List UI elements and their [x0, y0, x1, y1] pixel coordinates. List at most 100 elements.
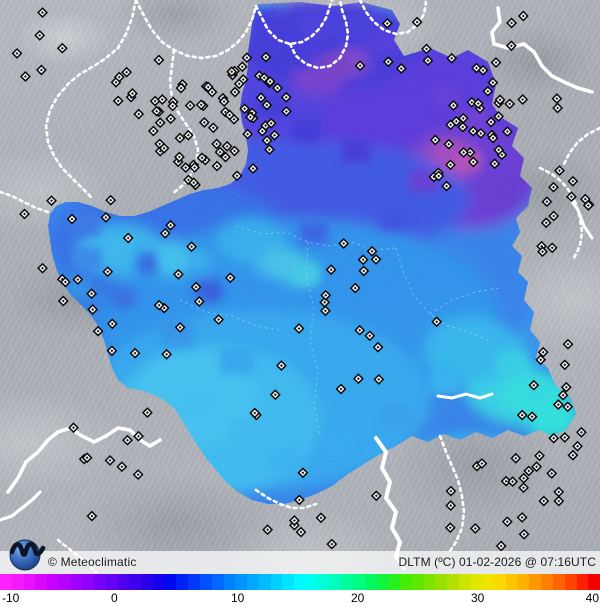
weather-station-marker[interactable]	[57, 295, 69, 307]
weather-station-marker[interactable]	[37, 262, 48, 274]
station-markers[interactable]	[11, 7, 595, 552]
weather-station-marker[interactable]	[501, 126, 513, 138]
weather-station-marker[interactable]	[195, 99, 207, 111]
weather-station-marker[interactable]	[113, 71, 125, 83]
weather-station-marker[interactable]	[352, 373, 364, 385]
weather-station-marker[interactable]	[489, 158, 501, 170]
weather-station-marker[interactable]	[540, 217, 552, 229]
weather-station-marker[interactable]	[469, 522, 481, 534]
weather-station-marker[interactable]	[546, 242, 558, 254]
weather-station-marker[interactable]	[421, 43, 432, 55]
weather-station-marker[interactable]	[575, 426, 587, 438]
weather-station-marker[interactable]	[153, 54, 165, 66]
weather-station-marker[interactable]	[141, 407, 153, 419]
weather-station-marker[interactable]	[154, 117, 166, 129]
weather-station-marker[interactable]	[338, 238, 350, 249]
weather-station-marker[interactable]	[188, 177, 200, 189]
weather-station-marker[interactable]	[132, 469, 144, 481]
weather-station-marker[interactable]	[151, 105, 163, 117]
weather-station-marker[interactable]	[320, 289, 332, 301]
weather-station-marker[interactable]	[517, 10, 529, 22]
weather-station-marker[interactable]	[211, 138, 223, 150]
weather-station-marker[interactable]	[224, 272, 236, 284]
weather-station-marker[interactable]	[226, 66, 238, 78]
weather-station-marker[interactable]	[319, 305, 331, 317]
weather-station-marker[interactable]	[464, 146, 476, 158]
weather-station-marker[interactable]	[381, 17, 393, 29]
weather-station-marker[interactable]	[280, 105, 292, 117]
weather-station-marker[interactable]	[528, 379, 540, 391]
weather-station-marker[interactable]	[158, 142, 170, 154]
weather-station-marker[interactable]	[56, 42, 68, 54]
weather-station-marker[interactable]	[184, 100, 196, 112]
weather-station-marker[interactable]	[261, 135, 273, 146]
weather-station-marker[interactable]	[121, 66, 133, 78]
weather-station-marker[interactable]	[34, 29, 46, 41]
weather-station-marker[interactable]	[364, 330, 376, 342]
weather-station-marker[interactable]	[319, 296, 331, 308]
weather-station-marker[interactable]	[293, 323, 305, 334]
weather-station-marker[interactable]	[541, 196, 553, 208]
weather-station-marker[interactable]	[214, 146, 226, 158]
weather-station-marker[interactable]	[487, 77, 499, 89]
weather-station-marker[interactable]	[265, 117, 277, 129]
weather-station-marker[interactable]	[92, 325, 104, 337]
weather-station-marker[interactable]	[297, 467, 309, 479]
weather-station-marker[interactable]	[445, 159, 456, 171]
weather-station-marker[interactable]	[526, 411, 538, 423]
weather-station-marker[interactable]	[349, 282, 361, 294]
weather-station-marker[interactable]	[559, 359, 571, 371]
weather-station-marker[interactable]	[506, 17, 518, 29]
weather-station-marker[interactable]	[487, 132, 499, 144]
weather-station-marker[interactable]	[19, 208, 30, 220]
weather-station-marker[interactable]	[147, 125, 159, 137]
weather-station-marker[interactable]	[233, 78, 245, 90]
weather-station-marker[interactable]	[537, 246, 548, 258]
weather-station-marker[interactable]	[433, 170, 445, 182]
weather-station-marker[interactable]	[129, 347, 141, 359]
weather-station-marker[interactable]	[19, 71, 31, 82]
weather-station-marker[interactable]	[476, 458, 488, 469]
weather-station-marker[interactable]	[579, 193, 591, 205]
weather-station-marker[interactable]	[572, 440, 583, 452]
weather-station-marker[interactable]	[247, 163, 259, 174]
weather-station-marker[interactable]	[280, 91, 292, 103]
weather-station-marker[interactable]	[467, 156, 479, 168]
weather-station-marker[interactable]	[495, 540, 507, 552]
weather-station-marker[interactable]	[493, 144, 505, 156]
weather-station-marker[interactable]	[395, 63, 407, 74]
weather-station-marker[interactable]	[546, 467, 558, 479]
weather-station-marker[interactable]	[358, 265, 370, 277]
weather-station-marker[interactable]	[264, 144, 275, 156]
weather-station-marker[interactable]	[37, 7, 48, 19]
weather-station-marker[interactable]	[485, 116, 497, 128]
weather-station-marker[interactable]	[548, 432, 560, 444]
weather-station-marker[interactable]	[557, 389, 569, 401]
temperature-map[interactable]	[0, 0, 600, 574]
weather-station-marker[interactable]	[249, 407, 261, 419]
weather-station-marker[interactable]	[112, 95, 124, 107]
weather-station-marker[interactable]	[493, 110, 505, 122]
weather-station-marker[interactable]	[244, 111, 256, 123]
weather-station-marker[interactable]	[446, 52, 458, 64]
weather-station-marker[interactable]	[516, 511, 528, 523]
weather-station-marker[interactable]	[86, 510, 98, 522]
weather-station-marker[interactable]	[382, 56, 394, 68]
weather-station-marker[interactable]	[562, 338, 574, 350]
weather-station-marker[interactable]	[295, 526, 307, 538]
weather-station-marker[interactable]	[106, 318, 118, 330]
weather-station-marker[interactable]	[548, 210, 560, 222]
weather-station-marker[interactable]	[105, 194, 117, 206]
weather-station-marker[interactable]	[229, 86, 241, 98]
weather-station-marker[interactable]	[275, 360, 287, 372]
weather-station-marker[interactable]	[174, 132, 186, 144]
weather-station-marker[interactable]	[366, 245, 378, 257]
weather-station-marker[interactable]	[153, 299, 165, 311]
weather-station-marker[interactable]	[505, 40, 517, 52]
weather-station-marker[interactable]	[172, 268, 184, 280]
weather-station-marker[interactable]	[490, 57, 502, 68]
weather-station-marker[interactable]	[370, 253, 382, 265]
weather-station-marker[interactable]	[221, 140, 233, 152]
weather-station-marker[interactable]	[551, 93, 563, 105]
weather-station-marker[interactable]	[325, 264, 337, 276]
